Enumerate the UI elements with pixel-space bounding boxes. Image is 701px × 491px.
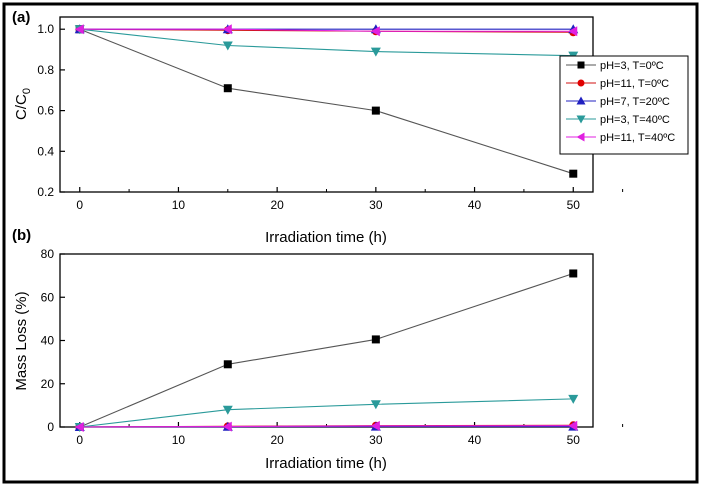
panel-a-y-tick-label: 0.8 [37,63,54,77]
panel-a-y-axis-title-sub: 0 [21,88,33,94]
panel-a-series-0-point [569,170,577,178]
legend-marker-1 [578,80,585,87]
panel-a-x-tick-label: 30 [369,198,383,212]
panel-a-y-axis-title-main: C/C [13,94,30,120]
panel-b-y-tick-label: 40 [41,334,55,348]
panel-b-y-tick-label: 80 [41,247,55,261]
legend-marker-0 [578,62,585,69]
panel-b-x-tick-label: 50 [567,433,581,447]
legend-label-0: pH=3, T=0ºC [600,60,664,72]
panel-b-label: (b) [12,227,31,244]
panel-a-x-tick-label: 20 [270,198,284,212]
panel-b-series-0-point [224,360,232,368]
panel-a-x-tick-label: 0 [76,198,83,212]
panel-b-series-0-point [569,269,577,277]
legend-label-2: pH=7, T=20ºC [600,96,670,108]
panel-a-label: (a) [12,9,30,26]
panel-a-x-tick-label: 40 [468,198,482,212]
panel-a-series-0-point [372,107,380,115]
legend-label-3: pH=3, T=40ºC [600,114,670,126]
panel-b-x-tick-label: 20 [270,433,284,447]
panel-a-y-tick-label: 0.6 [37,104,54,118]
panel-b-x-axis-title: Irradiation time (h) [265,455,387,472]
panel-b-x-tick-label: 0 [76,433,83,447]
panel-b-y-tick-label: 0 [47,420,54,434]
legend-label-4: pH=11, T=40ºC [600,132,675,144]
panel-a-y-tick-label: 0.2 [37,185,54,199]
panel-a-x-tick-label: 10 [172,198,186,212]
panel-a-x-tick-label: 50 [567,198,581,212]
panel-b-series-0-point [372,335,380,343]
panel-b-x-tick-label: 40 [468,433,482,447]
panel-b-y-tick-label: 20 [41,377,55,391]
legend-label-1: pH=11, T=0ºC [600,78,669,90]
legend: pH=3, T=0ºC pH=11, T=0ºC pH=7, T=20ºC pH=3,… [560,56,688,154]
panel-a-y-tick-label: 0.4 [37,144,54,158]
panel-b-y-axis-title: Mass Loss (%) [13,291,30,390]
panel-b-x-tick-label: 10 [172,433,186,447]
panel-a-series-0-point [224,84,232,92]
panel-b-x-tick-label: 30 [369,433,383,447]
panel-a-x-axis-title: Irradiation time (h) [265,229,387,246]
panel-b-y-tick-label: 60 [41,290,55,304]
panel-a-y-tick-label: 1.0 [37,22,54,36]
